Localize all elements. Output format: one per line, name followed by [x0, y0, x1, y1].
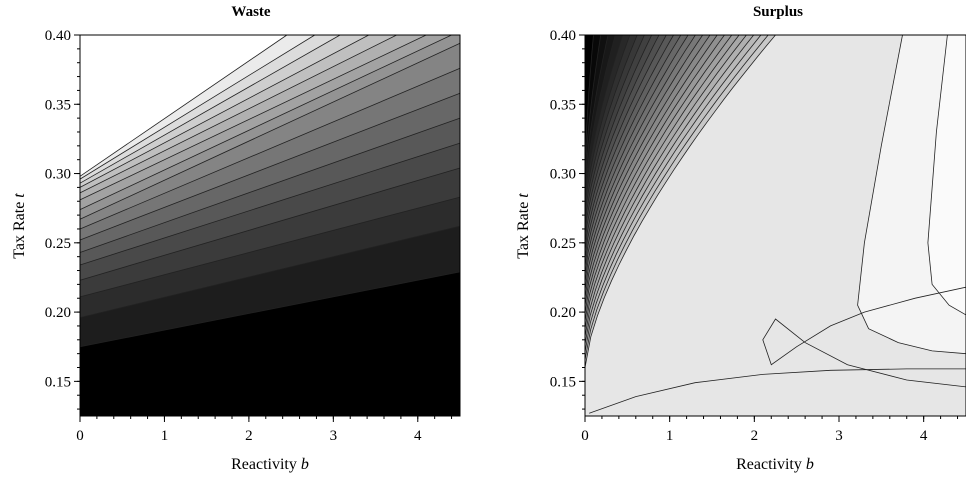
waste-contour-band-lowest [80, 271, 460, 416]
surplus-contour-line [584, 34, 623, 205]
surplus-contour-line [584, 34, 711, 298]
waste-contour-line [79, 271, 461, 348]
waste-x-tick-label: 4 [414, 428, 422, 444]
waste-contour-lines [79, 34, 461, 348]
surplus-contour-line [584, 34, 725, 314]
waste-y-tick-label: 0.15 [45, 374, 71, 390]
surplus-y-tick-label: 0.30 [550, 167, 576, 183]
waste-x-tick-label: 0 [76, 428, 84, 444]
surplus-contour-plot: Surplus 0 1 2 3 4 0.15 0.20 0.25 0.30 0.35 0.40 R… [515, 4, 966, 473]
surplus-contour-line [584, 34, 762, 353]
waste-contour-line [79, 196, 461, 298]
waste-contour-line [79, 34, 316, 180]
surplus-contour-line [584, 34, 696, 283]
waste-frame [79, 34, 461, 417]
surplus-contour-line [584, 34, 638, 221]
waste-x-tick-label: 2 [245, 428, 253, 444]
surplus-contour-line [584, 34, 740, 329]
surplus-x-tick-label: 1 [666, 428, 674, 444]
waste-x-tick-label: 3 [330, 428, 338, 444]
surplus-contour-line [584, 34, 689, 275]
surplus-contour-line [584, 34, 776, 368]
surplus-x-tick-label: 0 [581, 428, 589, 444]
surplus-y-axis-label: Tax Rate t [515, 193, 532, 259]
waste-y-tick-label: 0.35 [45, 97, 71, 113]
waste-contour-line [79, 34, 427, 201]
surplus-y-tick-label: 0.40 [550, 28, 576, 44]
waste-title: Waste [231, 4, 271, 20]
surplus-y-tick-label: 0.15 [550, 374, 576, 390]
waste-y-tick-label: 0.25 [45, 236, 71, 252]
waste-contour-line [79, 67, 461, 230]
surplus-contour-line [927, 34, 966, 316]
waste-contour-line [79, 225, 461, 318]
waste-contour-line [79, 142, 461, 266]
surplus-frame [584, 34, 966, 417]
surplus-contour-line [584, 34, 667, 252]
surplus-contour-line [584, 34, 631, 213]
waste-x-ticks: 0 1 2 3 4 [76, 416, 453, 444]
waste-contour-line [79, 34, 288, 177]
surplus-contour-line [584, 34, 616, 197]
surplus-contour-line [584, 34, 674, 259]
waste-contour-line [79, 117, 461, 253]
surplus-contour-lines [584, 34, 966, 414]
surplus-x-ticks: 0 1 2 3 4 [581, 416, 959, 444]
surplus-x-tick-label: 3 [835, 428, 843, 444]
surplus-y-tick-label: 0.20 [550, 305, 576, 321]
surplus-contour-line [857, 34, 966, 355]
surplus-contour-line [584, 34, 769, 360]
waste-contour-line [79, 34, 452, 210]
surplus-contour-line [584, 34, 682, 267]
surplus-contour-band [585, 35, 594, 174]
waste-contour-line [79, 167, 461, 281]
waste-y-axis-label: Tax Rate t [11, 193, 28, 259]
surplus-contour-line [584, 34, 602, 182]
surplus-lightest-region [927, 35, 966, 315]
surplus-title: Surplus [753, 4, 803, 20]
surplus-x-axis-label: Reactivity b [736, 456, 814, 473]
waste-contour-line [79, 34, 397, 194]
waste-x-tick-label: 1 [161, 428, 169, 444]
surplus-contour-line [584, 34, 609, 190]
surplus-contour-line [584, 34, 704, 290]
surplus-contour-line [584, 34, 747, 337]
surplus-contour-line [584, 34, 660, 244]
surplus-y-tick-label: 0.25 [550, 236, 576, 252]
surplus-contour-line [584, 34, 653, 236]
surplus-contour-line [584, 34, 755, 345]
waste-y-ticks: 0.15 0.20 0.25 0.30 0.35 0.40 [45, 28, 80, 410]
surplus-y-ticks: 0.15 0.20 0.25 0.30 0.35 0.40 [550, 28, 585, 410]
waste-contour-line [79, 34, 369, 188]
waste-contour-line [79, 34, 341, 184]
waste-contour-plot: Waste 0 1 2 3 4 0.15 0.20 0.25 0.30 0.35 0.40 Rea… [11, 4, 461, 473]
surplus-contour-line [584, 34, 594, 174]
surplus-contour-line [762, 286, 966, 388]
waste-contour-line [79, 42, 461, 220]
surplus-y-tick-label: 0.35 [550, 97, 576, 113]
surplus-x-tick-label: 2 [751, 428, 759, 444]
surplus-x-tick-label: 4 [920, 428, 928, 444]
waste-contour-line [79, 92, 461, 241]
surplus-contour-line [589, 368, 966, 414]
waste-y-tick-label: 0.40 [45, 28, 71, 44]
surplus-contour-line [584, 34, 733, 322]
surplus-contour-line [584, 34, 718, 306]
surplus-contour-line [584, 34, 645, 228]
waste-x-axis-label: Reactivity b [231, 456, 309, 473]
waste-y-tick-label: 0.30 [45, 167, 71, 183]
waste-y-tick-label: 0.20 [45, 305, 71, 321]
